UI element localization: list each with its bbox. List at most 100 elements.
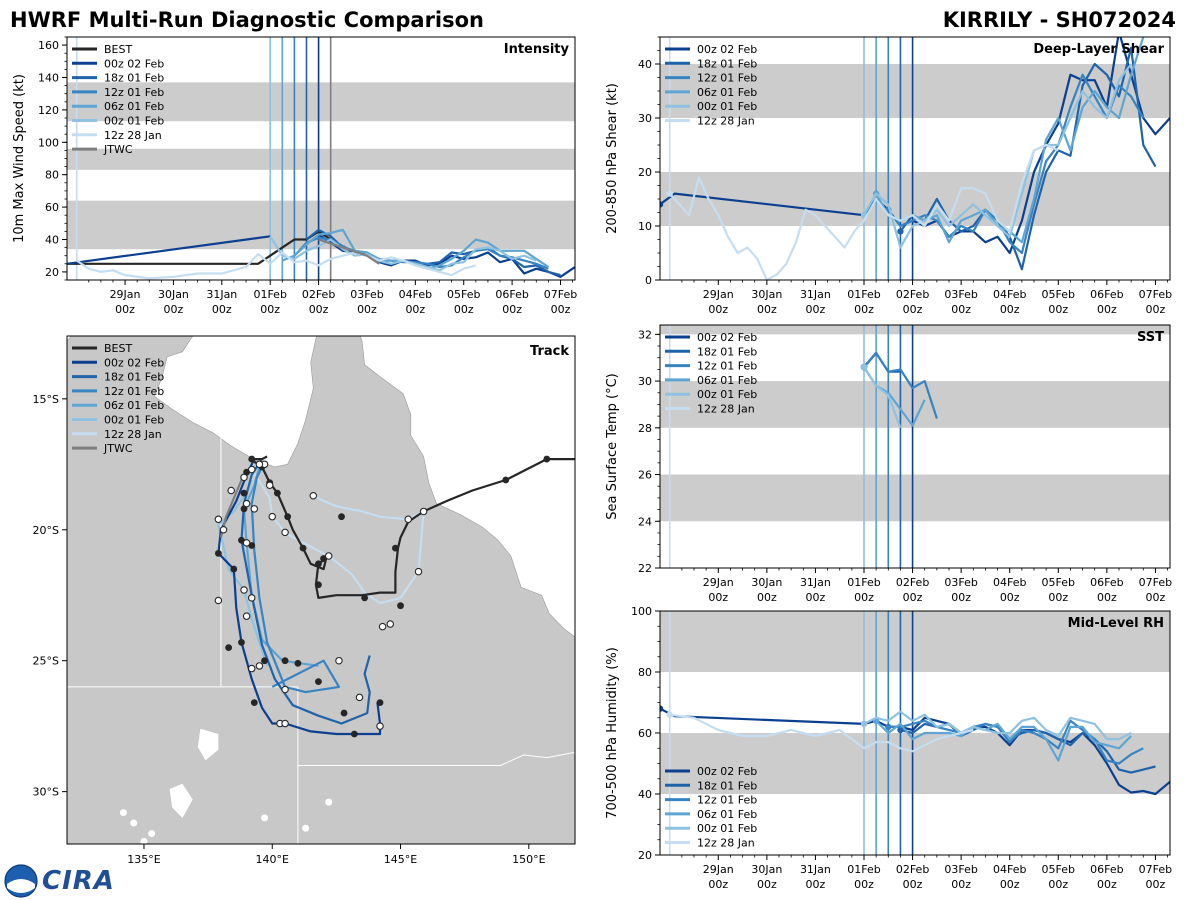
y-tick-label: 60 bbox=[638, 727, 652, 740]
x-tick-label-hour: 00z bbox=[1097, 591, 1117, 604]
australia-landmass bbox=[67, 336, 575, 844]
x-tick-label-hour: 00z bbox=[757, 303, 777, 316]
track-marker-open bbox=[214, 596, 223, 605]
series-line-12z-28-jan bbox=[669, 713, 974, 753]
track-marker-open bbox=[240, 473, 248, 482]
sst-panel-title: SST bbox=[1137, 330, 1164, 345]
x-tick-label-date: 30Jan bbox=[751, 863, 782, 876]
noaa-logo bbox=[4, 864, 38, 898]
x-tick-label-date: 03Feb bbox=[944, 863, 977, 876]
x-tick-label-hour: 00z bbox=[164, 303, 184, 316]
track-marker-open bbox=[414, 567, 423, 576]
x-tick-label-date: 02Feb bbox=[896, 288, 929, 301]
legend-label-00z-01-feb: 00z 01 Feb bbox=[104, 115, 164, 128]
track-marker-open bbox=[281, 719, 289, 728]
x-tick-label-hour: 00z bbox=[212, 303, 232, 316]
y-tick-label: 100 bbox=[631, 605, 652, 618]
legend-label-12z-01-feb: 12z 01 Feb bbox=[697, 72, 757, 85]
track-marker-filled bbox=[543, 455, 551, 463]
sst-frame bbox=[659, 324, 1171, 569]
track-marker-open bbox=[255, 662, 264, 670]
track-marker-filled bbox=[376, 699, 384, 706]
legend-label-jtwc: JTWC bbox=[103, 442, 133, 455]
x-tick-label-hour: 00z bbox=[1097, 303, 1117, 316]
y-tick-label: 60 bbox=[45, 201, 59, 214]
rh-panel: 20 40 60 80 100 29Jan 00z 30Jan 00z 31Jan 00z 01Feb… bbox=[605, 605, 1172, 891]
series-line-06z-01-feb bbox=[875, 720, 1132, 762]
threshold-band bbox=[660, 611, 1170, 672]
track-marker-open bbox=[242, 612, 251, 620]
legend-label-00z-01-feb: 00z 01 Feb bbox=[697, 388, 757, 401]
track-marker-filled bbox=[350, 730, 358, 738]
legend-label-06z-01-feb: 06z 01 Feb bbox=[697, 374, 757, 387]
x-tick-label-hour: 00z bbox=[757, 591, 777, 604]
x-tick-label-date: 29Jan bbox=[703, 576, 734, 589]
y-tick-label: 40 bbox=[45, 234, 59, 247]
track-marker-open bbox=[247, 465, 256, 474]
x-tick-label-hour: 00z bbox=[708, 591, 728, 604]
y-tick-label: 22 bbox=[638, 562, 652, 575]
track-marker-open bbox=[281, 685, 289, 694]
series-line-12z-28-jan bbox=[76, 251, 477, 280]
x-tick-label-hour: 00z bbox=[806, 591, 826, 604]
track-marker-filled bbox=[261, 657, 268, 665]
legend-label-12z-01-feb: 12z 01 Feb bbox=[104, 385, 164, 398]
series-line-00z-01-feb bbox=[863, 63, 1132, 249]
x-tick-label-date: 04Feb bbox=[993, 576, 1026, 589]
series-line-12z-28-jan bbox=[668, 143, 1059, 280]
x-tick-label-date: 05Feb bbox=[447, 288, 480, 301]
salt-lake bbox=[119, 809, 127, 817]
x-tick-label-hour: 00z bbox=[260, 303, 280, 316]
intensity-panel-title: Intensity bbox=[504, 42, 570, 57]
track-marker-open bbox=[404, 515, 412, 524]
track-marker-filled bbox=[225, 644, 233, 652]
legend-label-best: BEST bbox=[104, 342, 132, 355]
legend-label-18z-01-feb: 18z 01 Feb bbox=[104, 371, 164, 384]
track-marker-filled bbox=[315, 678, 322, 686]
track-marker-open bbox=[265, 481, 274, 490]
series-start-marker-12z-28-jan bbox=[666, 190, 673, 197]
track-marker-open bbox=[268, 512, 277, 521]
track-marker-filled bbox=[214, 549, 222, 557]
legend-label-06z-01-feb: 06z 01 Feb bbox=[104, 399, 164, 412]
track-marker-filled bbox=[230, 565, 238, 573]
track-marker-open bbox=[250, 505, 259, 513]
x-tick-label-date: 04Feb bbox=[399, 288, 432, 301]
shear-panel-title: Deep-Layer Shear bbox=[1033, 42, 1164, 57]
x-tick-label-hour: 00z bbox=[551, 303, 571, 316]
x-tick-label-date: 04Feb bbox=[993, 288, 1026, 301]
track-marker-open bbox=[242, 499, 251, 508]
lon-tick-label: 140°E bbox=[256, 853, 289, 866]
lake-torrens bbox=[169, 783, 193, 818]
track-marker-filled bbox=[250, 699, 258, 706]
x-tick-label-hour: 00z bbox=[1048, 303, 1068, 316]
y-tick-label: 32 bbox=[638, 328, 652, 341]
legend-label-00z-01-feb: 00z 01 Feb bbox=[697, 100, 757, 113]
threshold-band bbox=[67, 82, 575, 122]
legend-label-00z-02-feb: 00z 02 Feb bbox=[697, 43, 757, 56]
shear-y-axis-label: 200-850 hPa Shear (kt) bbox=[605, 83, 620, 234]
salt-lake bbox=[302, 824, 310, 832]
track-marker-filled bbox=[338, 513, 345, 521]
threshold-band bbox=[660, 325, 1170, 335]
x-tick-label-hour: 00z bbox=[951, 591, 971, 604]
track-marker-filled bbox=[284, 513, 292, 521]
series-line-18z-01-feb bbox=[899, 46, 1157, 271]
track-marker-filled bbox=[248, 455, 256, 463]
x-tick-label-hour: 00z bbox=[405, 303, 425, 316]
y-tick-label: 20 bbox=[638, 166, 652, 179]
threshold-band bbox=[660, 733, 1170, 794]
x-tick-label-date: 29Jan bbox=[703, 288, 734, 301]
x-tick-label-hour: 00z bbox=[454, 303, 474, 316]
legend-label-jtwc: JTWC bbox=[103, 143, 133, 156]
track-marker-open bbox=[378, 622, 387, 631]
x-tick-label-hour: 00z bbox=[1048, 878, 1068, 891]
track-marker-open bbox=[214, 515, 223, 524]
x-tick-label-hour: 00z bbox=[757, 878, 777, 891]
lon-tick-label: 150°E bbox=[512, 853, 545, 866]
track-marker-open bbox=[419, 507, 428, 516]
legend-label-06z-01-feb: 06z 01 Feb bbox=[697, 808, 757, 821]
track-marker-filled bbox=[315, 581, 322, 589]
